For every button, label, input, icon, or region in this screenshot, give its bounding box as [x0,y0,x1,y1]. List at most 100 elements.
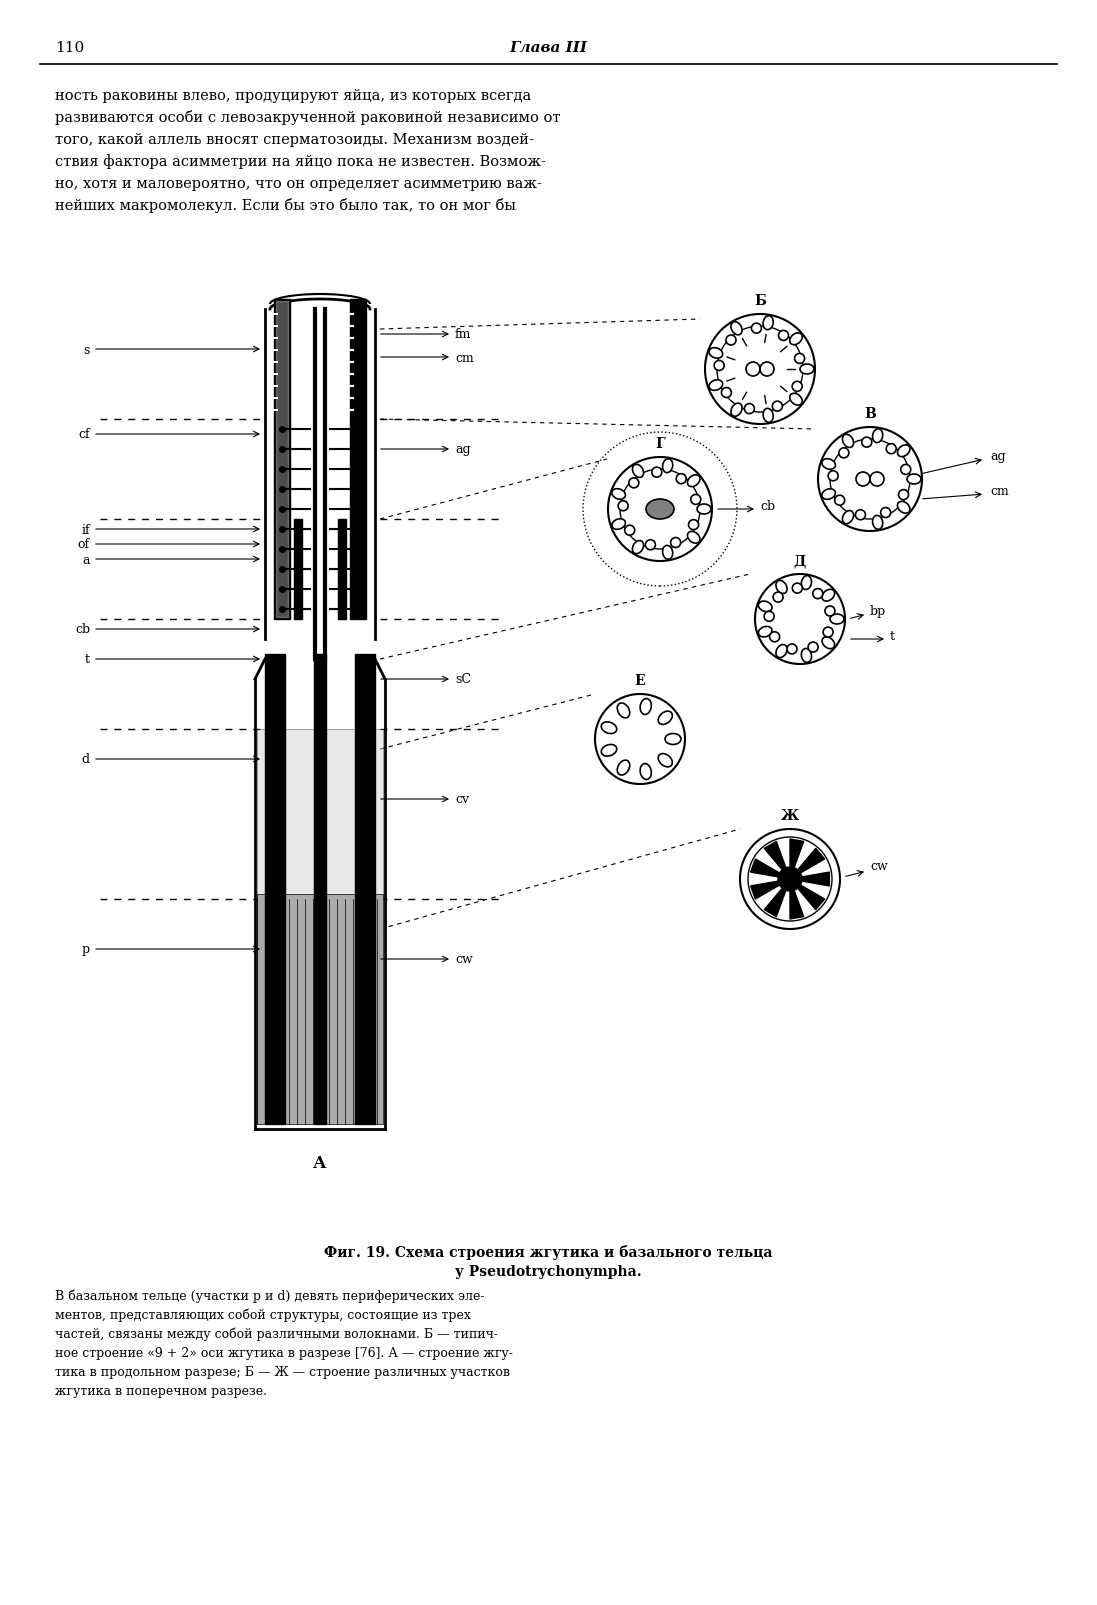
Ellipse shape [697,504,711,515]
Text: t: t [84,653,90,666]
Text: cb: cb [75,623,90,636]
Ellipse shape [658,754,672,767]
Text: развиваются особи с левозакрученной раковиной независимо от: развиваются особи с левозакрученной рако… [55,109,561,125]
Ellipse shape [779,331,789,342]
Ellipse shape [822,591,835,602]
Ellipse shape [897,446,909,457]
Text: того, какой аллель вносят сперматозоиды. Механизм воздей-: того, какой аллель вносят сперматозоиды.… [55,133,534,148]
Text: тика в продольном разрезе; Б — Ж — строение различных участков: тика в продольном разрезе; Б — Ж — строе… [55,1366,510,1379]
Ellipse shape [601,722,617,733]
Text: of: of [78,538,90,551]
Ellipse shape [726,335,736,345]
Text: sC: sC [455,672,471,685]
Text: В: В [864,406,875,421]
Bar [257,730,383,899]
Ellipse shape [612,520,625,530]
Bar [350,300,366,620]
Ellipse shape [823,628,833,637]
Ellipse shape [758,602,772,612]
Polygon shape [790,873,829,886]
Ellipse shape [897,502,909,514]
Ellipse shape [773,592,783,603]
Ellipse shape [751,324,761,334]
Polygon shape [750,880,790,899]
Bar [276,302,289,618]
Bar [338,520,346,620]
Ellipse shape [633,465,644,478]
Ellipse shape [618,501,629,512]
Text: cf: cf [78,429,90,441]
Text: a: a [82,554,90,567]
Text: Г: Г [655,437,665,451]
Text: частей, связаны между собой различными волокнами. Б — типич-: частей, связаны между собой различными в… [55,1327,498,1340]
Ellipse shape [901,465,911,475]
Ellipse shape [830,615,844,624]
Text: у Pseudotrychonympha.: у Pseudotrychonympha. [454,1265,642,1278]
Ellipse shape [731,323,742,335]
Text: В базальном тельце (участки p и d) девять периферических эле-: В базальном тельце (участки p и d) девят… [55,1289,485,1302]
Ellipse shape [629,478,638,488]
Ellipse shape [714,361,724,371]
Ellipse shape [641,764,652,780]
Ellipse shape [794,355,804,364]
Ellipse shape [886,445,896,454]
Ellipse shape [722,388,732,398]
Ellipse shape [624,526,635,536]
Ellipse shape [808,642,818,653]
Ellipse shape [618,761,630,775]
Text: Б: Б [754,294,766,308]
Ellipse shape [839,448,849,459]
Ellipse shape [792,382,802,392]
Ellipse shape [813,589,823,599]
Ellipse shape [822,637,835,650]
Text: ствия фактора асимметрии на яйцо пока не известен. Возмож-: ствия фактора асимметрии на яйцо пока не… [55,154,546,169]
Bar [274,300,290,620]
Ellipse shape [835,496,845,506]
Text: ность раковины влево, продуцируют яйца, из которых всегда: ность раковины влево, продуцируют яйца, … [55,88,531,103]
Ellipse shape [663,546,672,560]
Text: А: А [314,1154,327,1172]
Polygon shape [790,839,804,880]
Text: ag: ag [989,449,1006,462]
Ellipse shape [764,316,773,331]
Text: cw: cw [455,953,473,966]
Ellipse shape [776,645,787,658]
Ellipse shape [792,584,802,594]
Text: нейших макромолекул. Если бы это было так, то он мог бы: нейших макромолекул. Если бы это было та… [55,197,516,213]
Text: ное строение «9 + 2» оси жгутика в разрезе [76]. А — строение жгу-: ное строение «9 + 2» оси жгутика в разре… [55,1347,513,1359]
Ellipse shape [862,438,872,448]
Ellipse shape [646,499,674,520]
Text: ag: ag [455,443,471,456]
Ellipse shape [688,475,700,488]
Ellipse shape [676,475,687,485]
Ellipse shape [765,612,774,621]
Ellipse shape [758,628,772,637]
Ellipse shape [764,409,773,424]
Ellipse shape [790,334,802,345]
Bar [257,894,383,1124]
Ellipse shape [770,632,780,642]
Ellipse shape [688,531,700,544]
Bar [265,655,285,1124]
Bar [355,655,375,1124]
Text: d: d [82,753,90,766]
Ellipse shape [709,348,723,360]
Bar [294,520,302,620]
Text: Глава III: Глава III [509,42,587,55]
Text: s: s [83,343,90,356]
Ellipse shape [612,490,625,499]
Text: bp: bp [870,605,886,618]
Ellipse shape [652,467,661,478]
Ellipse shape [872,517,883,530]
Text: но, хотя и маловероятно, что он определяет асимметрию важ-: но, хотя и маловероятно, что он определя… [55,177,542,191]
Text: cv: cv [455,793,470,806]
Ellipse shape [787,645,798,655]
Ellipse shape [825,607,835,616]
Polygon shape [790,849,825,880]
Ellipse shape [663,459,672,473]
Ellipse shape [633,541,644,554]
Ellipse shape [691,494,701,506]
Ellipse shape [645,541,655,551]
Ellipse shape [898,491,908,501]
Text: Фиг. 19. Схема строения жгутика и базального тельца: Фиг. 19. Схема строения жгутика и базаль… [324,1244,772,1260]
